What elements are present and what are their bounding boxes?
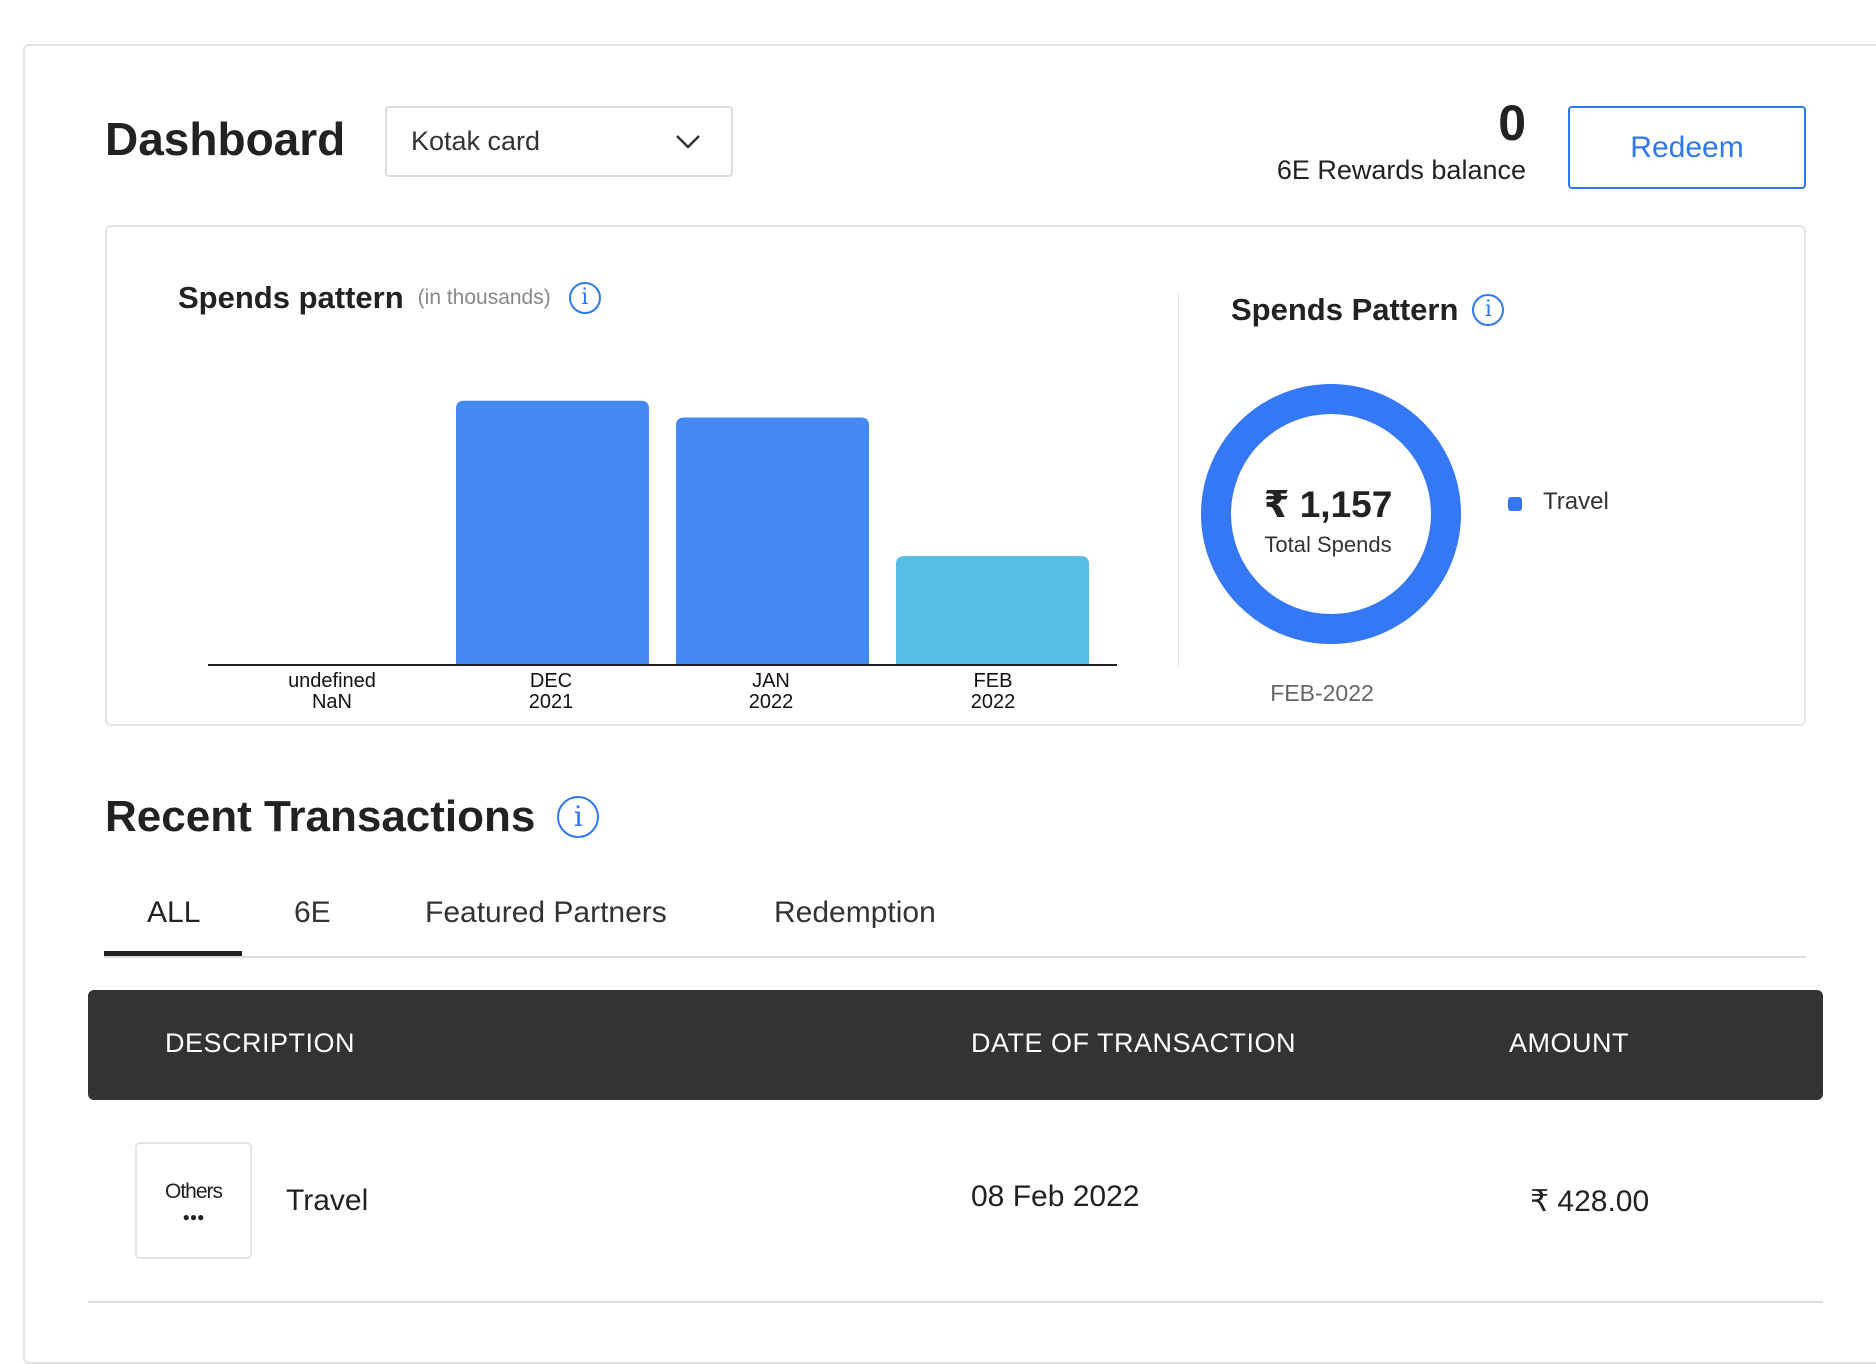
donut-total-label: Total Spends: [1264, 532, 1392, 557]
rewards-balance-value: 0: [1498, 95, 1526, 151]
spends-chart-card: [105, 225, 1806, 726]
column-header-description: DESCRIPTION: [165, 1028, 356, 1058]
chart-subtitle: (in thousands): [417, 286, 551, 309]
bar-feb-2022[interactable]: [896, 556, 1089, 664]
tab-6e[interactable]: 6E: [294, 896, 331, 929]
legend-label-travel: Travel: [1543, 488, 1609, 515]
donut-slice-travel: [1201, 384, 1461, 644]
tab-redemption[interactable]: Redemption: [774, 896, 936, 929]
bar-dec-2021[interactable]: [456, 400, 649, 664]
info-icon[interactable]: i: [568, 282, 601, 314]
dots-icon: ●●●: [182, 1210, 205, 1224]
tabs-divider: [104, 956, 1806, 958]
chart-divider: [1178, 293, 1179, 667]
active-tab-indicator: [104, 951, 242, 956]
merchant-logo: Others ●●●: [135, 1142, 252, 1259]
info-icon[interactable]: i: [557, 796, 600, 838]
transaction-description: Travel: [286, 1184, 369, 1217]
donut-total: ₹ 1,157: [1263, 484, 1393, 525]
tab-all[interactable]: ALL: [147, 896, 201, 929]
spends-chart-header: Spends pattern (in thousands) i: [178, 280, 601, 316]
redeem-button[interactable]: Redeem: [1568, 106, 1806, 189]
rewards-balance-label: 6E Rewards balance: [1276, 155, 1526, 185]
donut-period: FEB-2022: [1270, 680, 1374, 706]
legend-swatch: [1508, 497, 1522, 511]
table-row[interactable]: Others ●●● Travel 08 Feb 2022 ₹ 428.00: [88, 1120, 1823, 1302]
logo-text: Others: [164, 1180, 223, 1203]
x-tick-label: FEB 2022: [970, 670, 1016, 713]
donut-header: Spends Pattern i: [1231, 292, 1505, 328]
recent-transactions-title: Recent Transactions: [105, 792, 536, 841]
x-tick-label: DEC 2021: [528, 670, 574, 713]
chevron-down-icon: [676, 135, 700, 149]
chart-title: Spends pattern: [178, 280, 404, 315]
x-tick-label: JAN 2022: [748, 670, 794, 713]
row-divider: [88, 1301, 1823, 1303]
card-select-value: Kotak card: [411, 126, 541, 156]
column-header-date: DATE OF TRANSACTION: [971, 1028, 1297, 1058]
transaction-amount: ₹ 428.00: [1530, 1185, 1650, 1218]
recent-transactions-header: Recent Transactions i: [105, 792, 600, 842]
column-header-amount: AMOUNT: [1509, 1028, 1629, 1058]
donut-title: Spends Pattern: [1231, 292, 1459, 327]
tab-featured-partners[interactable]: Featured Partners: [425, 896, 667, 929]
info-icon[interactable]: i: [1472, 294, 1505, 326]
bar-jan-2022[interactable]: [676, 417, 869, 664]
x-tick-label: undefined NaN: [288, 670, 376, 713]
transaction-date: 08 Feb 2022: [971, 1180, 1140, 1213]
card-select-dropdown[interactable]: Kotak card: [385, 106, 733, 177]
bar-chart: [456, 400, 1089, 664]
donut-chart: [1201, 384, 1461, 644]
page-title: Dashboard: [105, 113, 346, 165]
table-header: DESCRIPTION DATE OF TRANSACTION AMOUNT: [88, 990, 1823, 1100]
x-axis-line: [208, 664, 1117, 666]
